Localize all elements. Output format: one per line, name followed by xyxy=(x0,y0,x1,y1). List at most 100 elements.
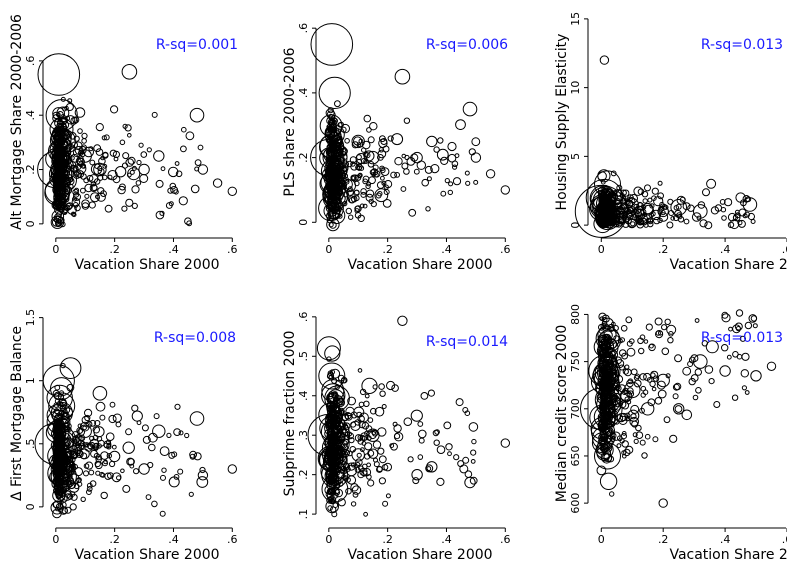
data-point xyxy=(462,101,478,117)
y-tick-label: .4 xyxy=(297,390,310,401)
scatter-point xyxy=(721,344,729,352)
scatter-point xyxy=(196,476,209,488)
scatter-point xyxy=(436,477,445,486)
scatter-point xyxy=(56,472,64,480)
panel-subprime-fraction: 0 .2 .4 .6 .1 .2 .3 .4 .5 .6 R-sq=0.014 Vacation … xyxy=(282,312,511,563)
panel-pls-share: 0 .2 .4 .6 0 .2 .4 .6 R-sq=0.006 Vacation Share… xyxy=(282,23,511,273)
scatter-point xyxy=(373,457,378,463)
scatter-point xyxy=(86,486,93,492)
scatter-point xyxy=(122,152,130,160)
scatter-point xyxy=(89,438,100,449)
scatter-point xyxy=(440,190,447,197)
scatter-point xyxy=(454,153,460,159)
x-tick-label: .6 xyxy=(782,533,787,546)
y-axis-title: Housing Supply Elasticity xyxy=(554,34,570,211)
scatter-point xyxy=(727,221,735,229)
scatter-point xyxy=(88,201,96,209)
scatter-point xyxy=(710,206,720,215)
scatter-point xyxy=(136,159,142,166)
data-point xyxy=(227,464,238,474)
scatter-point xyxy=(94,460,101,468)
scatter-point xyxy=(601,346,608,354)
y-tick-label: 0 xyxy=(24,503,37,510)
scatter-point xyxy=(55,200,66,211)
scatter-point xyxy=(603,337,609,343)
scatter-point xyxy=(329,119,336,126)
scatter-point xyxy=(168,476,180,488)
scatter-point xyxy=(603,380,612,389)
scatter-point xyxy=(676,195,686,205)
scatter-point xyxy=(452,164,458,170)
y-axis-title: PLS share 2000-2006 xyxy=(282,47,298,196)
scatter-point xyxy=(625,445,634,454)
scatter-point xyxy=(609,432,617,440)
data-point xyxy=(92,386,108,401)
scatter-point xyxy=(752,323,758,329)
x-tick-label: .6 xyxy=(500,533,511,546)
scatter-point xyxy=(366,127,372,133)
scatter-point xyxy=(406,157,416,166)
scatter-point xyxy=(94,420,101,427)
scatter-point xyxy=(327,505,333,511)
scatter-point xyxy=(116,475,122,481)
scatter-point xyxy=(643,339,649,344)
scatter-point xyxy=(129,169,135,175)
scatter-point xyxy=(358,412,369,423)
scatter-point xyxy=(95,401,106,412)
scatter-point xyxy=(122,123,128,129)
scatter-point xyxy=(337,498,346,507)
scatter-point xyxy=(400,186,407,192)
scatter-point xyxy=(356,142,362,148)
scatter-point xyxy=(374,406,385,417)
x-tick-label: .4 xyxy=(441,243,452,256)
r-squared-label: R-sq=0.013 xyxy=(701,330,783,346)
scatter-point xyxy=(166,432,172,438)
data-point xyxy=(321,461,349,489)
scatter-point xyxy=(367,136,375,144)
scatter-point xyxy=(54,479,61,486)
y-tick-label: .6 xyxy=(297,312,310,323)
scatter-point xyxy=(381,464,389,471)
scatter-point xyxy=(468,422,479,432)
scatter-point xyxy=(327,451,341,465)
scatter-point xyxy=(107,472,114,480)
scatter-point xyxy=(602,221,610,228)
scatter-point xyxy=(447,141,457,152)
scatter-point xyxy=(650,209,662,221)
scatter-point xyxy=(432,429,440,437)
scatter-point xyxy=(740,369,749,378)
scatter-point xyxy=(605,418,613,426)
x-tick-label: .2 xyxy=(658,243,669,256)
scatter-point xyxy=(744,390,750,395)
x-tick-label: 0 xyxy=(598,533,605,546)
data-point xyxy=(766,361,777,371)
scatter-point xyxy=(56,156,62,163)
scatter-point xyxy=(350,162,359,171)
scatter-point xyxy=(70,493,78,501)
x-tick-label: .2 xyxy=(382,243,393,256)
data-point xyxy=(742,197,758,212)
scatter-point xyxy=(327,158,335,166)
scatter-point xyxy=(328,184,335,190)
scatter-point xyxy=(724,198,733,207)
scatter-point xyxy=(610,170,617,177)
scatter-point xyxy=(139,174,149,183)
scatter-point xyxy=(351,174,359,182)
scatter-point xyxy=(107,174,113,180)
scatter-point xyxy=(385,493,391,499)
scatter-point xyxy=(84,414,91,422)
x-tick-label: .4 xyxy=(168,533,179,546)
data-point xyxy=(42,364,75,397)
scatter-point xyxy=(591,432,613,454)
scatter-point xyxy=(357,368,363,373)
scatter-point xyxy=(350,462,357,468)
scatter-point xyxy=(328,391,335,398)
scatter-point xyxy=(181,126,187,133)
scatter-point xyxy=(401,153,407,159)
scatter-point xyxy=(644,433,651,440)
scatter-point xyxy=(87,441,96,450)
y-tick-label: 750 xyxy=(569,351,582,372)
scatter-point xyxy=(324,345,341,362)
scatter-point xyxy=(133,468,140,475)
